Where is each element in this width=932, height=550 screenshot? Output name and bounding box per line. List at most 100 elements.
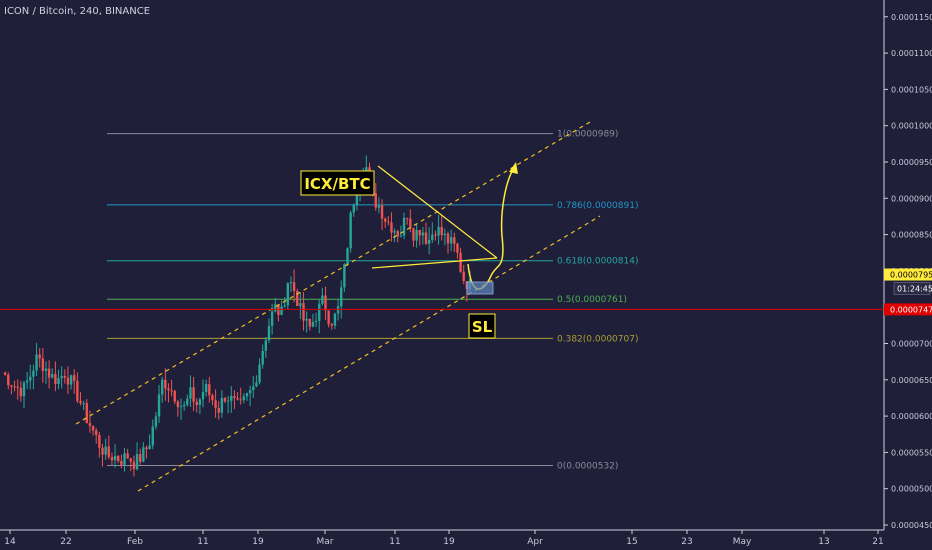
candle-body xyxy=(424,232,428,244)
fib-label: 0.786(0.0000891) xyxy=(557,201,638,211)
y-tick-label: 0.0000600 xyxy=(891,412,932,421)
candle-body xyxy=(63,376,67,378)
candle-body xyxy=(459,252,462,272)
candle-body xyxy=(32,370,35,377)
candle-body xyxy=(387,221,390,223)
candle-body xyxy=(22,382,26,397)
candle-body xyxy=(437,226,440,236)
candle-body xyxy=(393,231,396,233)
candle-body xyxy=(405,217,409,219)
candle-body xyxy=(289,282,293,284)
y-tick-label: 0.0000550 xyxy=(891,448,932,457)
fib-label: 0(0.0000532) xyxy=(557,461,618,471)
candle-body xyxy=(54,374,57,384)
candle-body xyxy=(402,217,406,236)
x-tick-label: 19 xyxy=(252,537,264,547)
candle-body xyxy=(349,212,352,249)
candle-body xyxy=(346,248,349,265)
chart-title: ICON / Bitcoin, 240, BINANCE xyxy=(4,6,151,17)
fib-label: 0.382(0.0000707) xyxy=(557,334,638,344)
candle-body xyxy=(7,374,10,386)
candle-body xyxy=(286,283,290,306)
candle-body xyxy=(270,311,274,326)
x-tick-label: Feb xyxy=(127,537,143,547)
candle-body xyxy=(170,390,173,392)
candle-body xyxy=(60,376,63,379)
current-price-value: 0.0000795 xyxy=(890,271,932,280)
candle-body xyxy=(160,379,164,395)
candle-body xyxy=(343,264,346,288)
candle-body xyxy=(201,392,205,400)
candle-body xyxy=(314,320,318,322)
channel-lower-line[interactable] xyxy=(137,215,601,492)
candle-body xyxy=(390,222,393,233)
candle-body xyxy=(104,446,107,455)
candle-body xyxy=(82,403,85,405)
candle-body xyxy=(151,426,154,446)
candle-body xyxy=(110,456,114,461)
triangle-upper-line[interactable] xyxy=(377,165,498,259)
y-tick-label: 0.0000650 xyxy=(891,376,932,385)
candle-body xyxy=(280,306,283,316)
triangle-lower-line[interactable] xyxy=(371,257,498,269)
y-tick-label: 0.0001100 xyxy=(891,49,932,58)
projection-path[interactable] xyxy=(467,167,515,290)
candle-body xyxy=(107,446,110,457)
candle-body xyxy=(113,455,117,461)
x-tick-label: 23 xyxy=(681,537,692,547)
candle-body xyxy=(308,318,312,327)
candle-body xyxy=(261,350,264,365)
candle-body xyxy=(443,233,447,236)
candle-body xyxy=(148,445,151,450)
candle-body xyxy=(462,271,465,282)
candle-body xyxy=(41,358,45,371)
candle-body xyxy=(409,218,412,229)
candle-body xyxy=(233,396,236,398)
candle-body xyxy=(214,400,217,408)
candle-body xyxy=(182,404,186,407)
candle-body xyxy=(19,387,23,397)
candle-body xyxy=(355,190,359,205)
candle-body xyxy=(239,399,242,401)
candle-body xyxy=(29,376,32,381)
candle-body xyxy=(336,306,340,314)
candle-body xyxy=(10,385,13,387)
x-tick-label: 15 xyxy=(626,537,637,547)
entry-zone-box[interactable] xyxy=(466,281,494,295)
x-tick-label: 14 xyxy=(4,537,16,547)
x-tick-label: May xyxy=(733,537,752,547)
countdown-badge xyxy=(893,282,931,295)
channel-upper-line[interactable] xyxy=(75,121,591,425)
candle-body xyxy=(440,226,443,236)
candle-body xyxy=(299,303,302,307)
fib-label: 0.5(0.0000761) xyxy=(557,295,627,305)
candle-body xyxy=(154,416,158,427)
x-tick-label: 13 xyxy=(818,537,829,547)
candle-body xyxy=(57,378,60,384)
y-tick-label: 0.0001050 xyxy=(891,85,932,94)
candle-body xyxy=(145,447,148,450)
candle-body xyxy=(456,243,459,253)
candle-body xyxy=(434,234,437,236)
candle-body xyxy=(431,234,434,240)
candle-body xyxy=(123,453,126,465)
candle-body xyxy=(132,461,136,470)
candle-body xyxy=(292,282,296,291)
candle-body xyxy=(311,321,315,327)
candle-body xyxy=(380,205,384,219)
candle-body xyxy=(236,397,239,400)
candle-body xyxy=(208,384,211,396)
candle-body xyxy=(446,233,450,244)
candle-body xyxy=(76,380,79,401)
candle-body xyxy=(186,398,189,405)
candle-body xyxy=(195,401,198,405)
candle-body xyxy=(66,377,70,385)
candle-body xyxy=(296,290,299,307)
candle-body xyxy=(142,447,145,462)
x-tick-label: 11 xyxy=(389,537,400,547)
candle-body xyxy=(318,303,321,321)
candle-body xyxy=(3,372,7,375)
candle-body xyxy=(223,398,227,402)
candle-body xyxy=(374,193,377,208)
